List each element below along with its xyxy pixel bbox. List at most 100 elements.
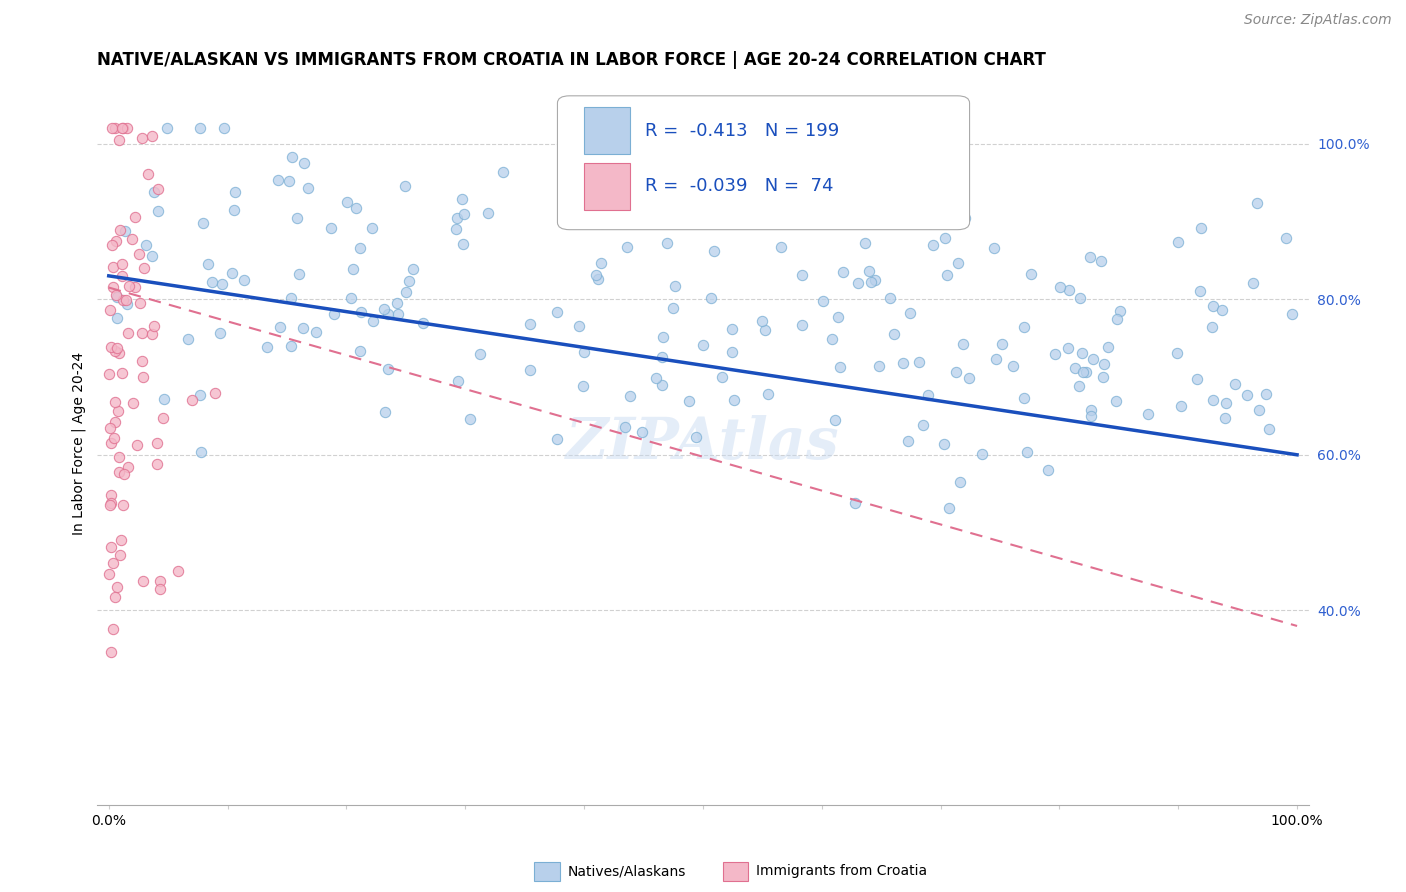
- Point: [711, 369, 734, 384]
- Point: [651, 377, 673, 392]
- Point: [1071, 365, 1094, 379]
- Point: [631, 425, 654, 440]
- Point: [342, 262, 364, 277]
- Point: [863, 273, 886, 287]
- Point: [883, 327, 905, 342]
- Point: [117, 459, 139, 474]
- Point: [519, 317, 541, 331]
- Point: [224, 185, 246, 199]
- Point: [1105, 311, 1128, 326]
- Point: [377, 361, 399, 376]
- Point: [131, 353, 153, 368]
- Point: [844, 496, 866, 510]
- Point: [721, 344, 744, 359]
- Point: [1067, 379, 1090, 393]
- Point: [1078, 250, 1101, 264]
- Point: [361, 221, 384, 235]
- Point: [1256, 387, 1278, 401]
- Point: [344, 201, 367, 215]
- Point: [107, 404, 129, 418]
- Point: [141, 326, 163, 341]
- Point: [1081, 352, 1104, 367]
- Point: [117, 326, 139, 340]
- Text: Source: ZipAtlas.com: Source: ZipAtlas.com: [1244, 13, 1392, 28]
- FancyBboxPatch shape: [583, 162, 630, 210]
- Point: [110, 548, 132, 562]
- Point: [754, 323, 776, 337]
- Point: [935, 268, 957, 282]
- Point: [105, 290, 128, 304]
- Point: [398, 274, 420, 288]
- Point: [412, 316, 434, 330]
- Point: [1036, 463, 1059, 477]
- Point: [100, 488, 122, 502]
- Point: [1049, 280, 1071, 294]
- Point: [546, 432, 568, 446]
- Point: [451, 192, 474, 206]
- Point: [188, 121, 211, 136]
- Point: [744, 212, 766, 227]
- Point: [111, 121, 134, 136]
- Point: [917, 388, 939, 402]
- Text: R =  -0.413   N = 199: R = -0.413 N = 199: [645, 121, 839, 139]
- Point: [212, 121, 235, 136]
- Point: [444, 222, 467, 236]
- Point: [129, 295, 152, 310]
- Point: [104, 394, 127, 409]
- Point: [911, 417, 934, 432]
- Point: [470, 347, 492, 361]
- Point: [124, 279, 146, 293]
- Point: [280, 339, 302, 353]
- Point: [1166, 346, 1188, 360]
- Point: [146, 457, 169, 471]
- Point: [269, 319, 291, 334]
- Point: [879, 291, 901, 305]
- Point: [1012, 320, 1035, 334]
- Point: [188, 387, 211, 401]
- Point: [572, 345, 595, 359]
- Point: [101, 121, 124, 136]
- Point: [453, 236, 475, 251]
- Point: [292, 156, 315, 170]
- Point: [361, 314, 384, 328]
- Point: [1076, 365, 1098, 379]
- Point: [868, 359, 890, 373]
- Point: [1189, 284, 1212, 298]
- Point: [1211, 302, 1233, 317]
- Point: [891, 356, 914, 370]
- Point: [948, 256, 970, 270]
- Point: [104, 415, 127, 429]
- Point: [1258, 422, 1281, 436]
- Point: [98, 367, 121, 381]
- Point: [121, 232, 143, 246]
- Point: [742, 212, 765, 227]
- Point: [104, 234, 127, 248]
- Point: [1167, 235, 1189, 249]
- Point: [1109, 304, 1132, 318]
- Point: [1281, 307, 1303, 321]
- Point: [111, 256, 134, 270]
- Point: [100, 645, 122, 659]
- Point: [908, 354, 931, 368]
- Point: [692, 338, 714, 352]
- Point: [853, 236, 876, 251]
- Point: [104, 590, 127, 604]
- Point: [108, 450, 131, 465]
- Point: [651, 330, 673, 344]
- Point: [221, 266, 243, 280]
- Point: [949, 475, 972, 489]
- Point: [613, 419, 636, 434]
- Point: [586, 271, 609, 285]
- Point: [111, 366, 134, 380]
- Point: [1080, 403, 1102, 417]
- Point: [1201, 319, 1223, 334]
- Point: [938, 500, 960, 515]
- Point: [377, 307, 399, 321]
- Point: [191, 215, 214, 229]
- Point: [1002, 359, 1025, 374]
- Text: Immigrants from Croatia: Immigrants from Croatia: [756, 864, 928, 879]
- Point: [1185, 372, 1208, 386]
- Point: [953, 211, 976, 226]
- Point: [477, 205, 499, 219]
- Point: [278, 173, 301, 187]
